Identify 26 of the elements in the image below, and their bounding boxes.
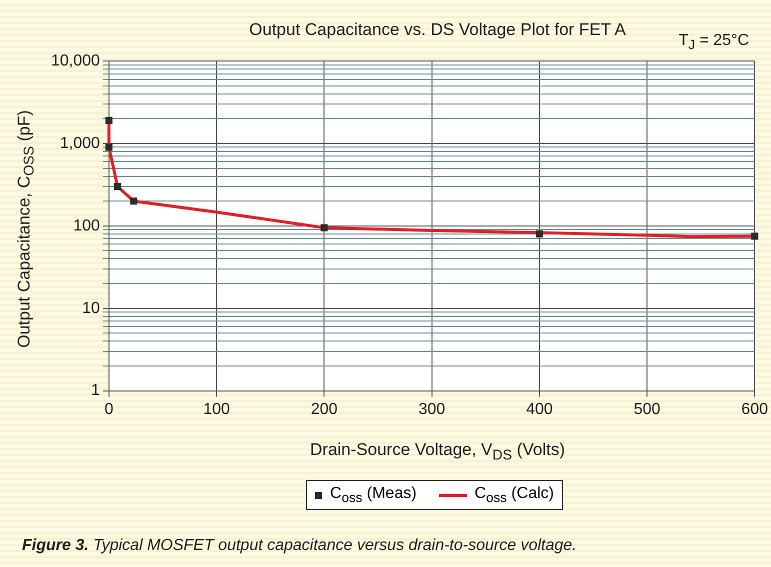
chart-title: Output Capacitance vs. DS Voltage Plot for FET A (249, 20, 626, 39)
text: T$_{J}$ = 25°C (678, 32, 749, 52)
x-tick-label: 0 (104, 400, 114, 418)
point (114, 183, 122, 190)
x-tick-label: 400 (526, 400, 553, 418)
x-tick-label: 200 (310, 400, 338, 418)
point (536, 230, 543, 238)
point (105, 144, 112, 151)
x-tick-label: 100 (203, 400, 230, 418)
y-tick-label: 10,000 (51, 52, 100, 70)
y-tick-label: 1,000 (60, 134, 100, 152)
caption: Figure 3. (22, 537, 89, 554)
x-tick-label: 500 (634, 400, 660, 418)
x-tick-label: 300 (418, 400, 446, 418)
x-tick-label: 600 (741, 400, 768, 418)
y-tick-label: 1 (91, 382, 100, 400)
y-tick-label: 100 (73, 217, 100, 234)
point (105, 116, 112, 124)
point (320, 224, 328, 232)
point (130, 198, 138, 205)
x-axis-title: Drain-Source Voltage, V$_{DS}$ (Volts) (309, 440, 566, 464)
text: Typical MOSFET output capacitance versus drain-to-source voltage. (93, 537, 577, 554)
point (751, 232, 758, 240)
y-tick-label: 10 (82, 300, 100, 317)
legend-label: C$_{oss}$ (Meas) (330, 485, 417, 506)
legend-label: C$_{oss}$ (Calc) (474, 485, 554, 506)
